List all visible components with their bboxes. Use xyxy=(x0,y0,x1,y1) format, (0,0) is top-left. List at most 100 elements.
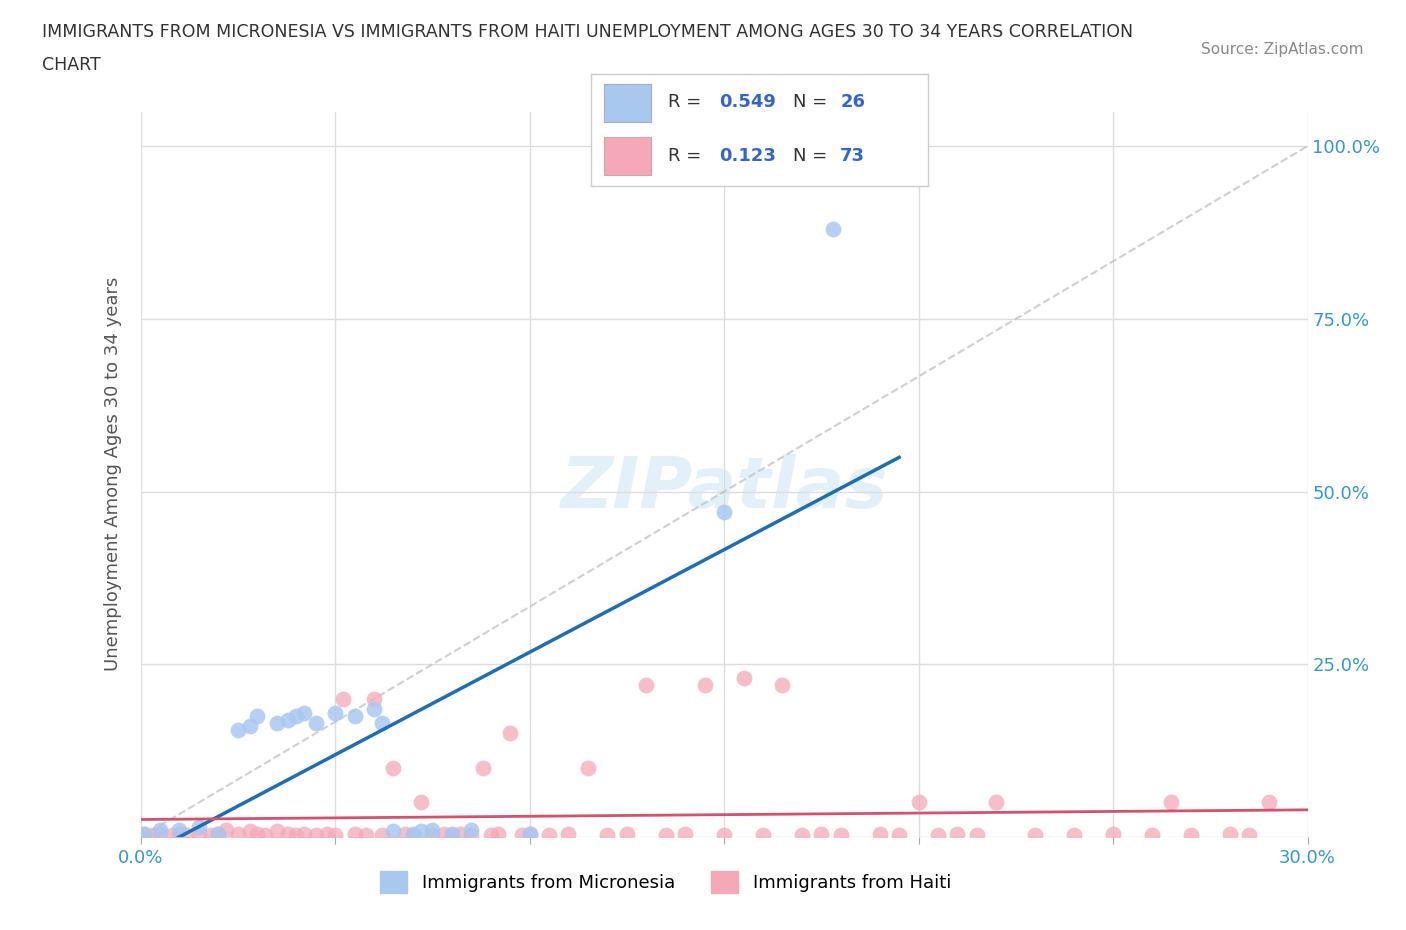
Point xyxy=(402,828,425,843)
Point xyxy=(254,828,277,843)
Point xyxy=(1239,828,1261,843)
Point xyxy=(460,823,482,838)
Point xyxy=(149,826,172,841)
Point xyxy=(449,826,471,841)
Point xyxy=(292,826,315,841)
Point xyxy=(636,678,658,693)
Point xyxy=(246,709,269,724)
Point xyxy=(323,705,346,720)
FancyBboxPatch shape xyxy=(605,85,651,123)
Point xyxy=(316,826,339,841)
Point xyxy=(169,826,191,841)
Point xyxy=(433,826,456,841)
Point xyxy=(409,795,432,810)
Point xyxy=(538,828,561,843)
Point xyxy=(371,828,394,843)
Point xyxy=(134,826,156,841)
Text: 26: 26 xyxy=(841,93,865,112)
Text: 73: 73 xyxy=(841,147,865,165)
Point xyxy=(292,705,315,720)
Point xyxy=(889,828,911,843)
Point xyxy=(986,795,1008,810)
Text: IMMIGRANTS FROM MICRONESIA VS IMMIGRANTS FROM HAITI UNEMPLOYMENT AMONG AGES 30 T: IMMIGRANTS FROM MICRONESIA VS IMMIGRANTS… xyxy=(42,23,1133,41)
Point xyxy=(440,826,463,841)
Point xyxy=(363,702,385,717)
Point xyxy=(285,828,308,843)
Point xyxy=(422,823,444,838)
Point xyxy=(169,823,191,838)
Point xyxy=(790,828,813,843)
Point xyxy=(343,826,366,841)
Point xyxy=(176,828,198,843)
Legend: Immigrants from Micronesia, Immigrants from Haiti: Immigrants from Micronesia, Immigrants f… xyxy=(373,864,959,900)
Point xyxy=(907,795,929,810)
Point xyxy=(134,826,156,841)
Point xyxy=(460,828,482,843)
Point xyxy=(471,761,494,776)
Point xyxy=(371,715,394,730)
Point xyxy=(821,221,844,236)
Point xyxy=(382,761,405,776)
Point xyxy=(246,826,269,841)
Point xyxy=(713,505,735,520)
FancyBboxPatch shape xyxy=(605,137,651,175)
Point xyxy=(238,824,260,839)
Point xyxy=(1063,828,1085,843)
Point xyxy=(927,828,949,843)
Point xyxy=(226,723,249,737)
Point xyxy=(1257,795,1279,810)
Point xyxy=(752,828,775,843)
Point xyxy=(616,826,638,841)
Point xyxy=(343,709,366,724)
Point xyxy=(266,824,288,839)
Point xyxy=(305,828,328,843)
Point xyxy=(488,826,510,841)
Point xyxy=(499,726,522,741)
Point xyxy=(266,715,288,730)
Text: 0.549: 0.549 xyxy=(718,93,776,112)
Point xyxy=(479,828,502,843)
Point xyxy=(409,824,432,839)
Point xyxy=(1219,826,1241,841)
Point xyxy=(966,828,988,843)
Point xyxy=(440,828,463,843)
Point xyxy=(215,823,238,838)
Point xyxy=(772,678,794,693)
Point xyxy=(394,826,416,841)
Point xyxy=(200,828,222,843)
Point xyxy=(323,828,346,843)
Point xyxy=(188,826,211,841)
Point xyxy=(422,828,444,843)
Point xyxy=(1024,828,1046,843)
Text: ZIPatlas: ZIPatlas xyxy=(561,455,887,524)
Point xyxy=(149,823,172,838)
Point xyxy=(277,712,299,727)
Point xyxy=(382,824,405,839)
Point xyxy=(557,826,579,841)
Text: N =: N = xyxy=(793,147,832,165)
Text: Source: ZipAtlas.com: Source: ZipAtlas.com xyxy=(1201,42,1364,57)
Point xyxy=(207,826,229,841)
Point xyxy=(830,828,852,843)
Point xyxy=(596,828,619,843)
Point xyxy=(305,715,328,730)
Point xyxy=(354,828,377,843)
Text: R =: R = xyxy=(668,147,707,165)
Point xyxy=(733,671,755,685)
Point xyxy=(188,819,211,834)
Text: 0.123: 0.123 xyxy=(718,147,776,165)
Point xyxy=(226,826,249,841)
Point xyxy=(1180,828,1202,843)
Point xyxy=(519,826,541,841)
Point xyxy=(519,826,541,841)
Point xyxy=(285,709,308,724)
Point xyxy=(693,678,716,693)
Point xyxy=(332,691,354,706)
Point xyxy=(1160,795,1182,810)
Y-axis label: Unemployment Among Ages 30 to 34 years: Unemployment Among Ages 30 to 34 years xyxy=(104,277,122,671)
Point xyxy=(141,828,163,843)
Point xyxy=(673,826,696,841)
Point xyxy=(1140,828,1163,843)
Point xyxy=(869,826,891,841)
Point xyxy=(713,828,735,843)
